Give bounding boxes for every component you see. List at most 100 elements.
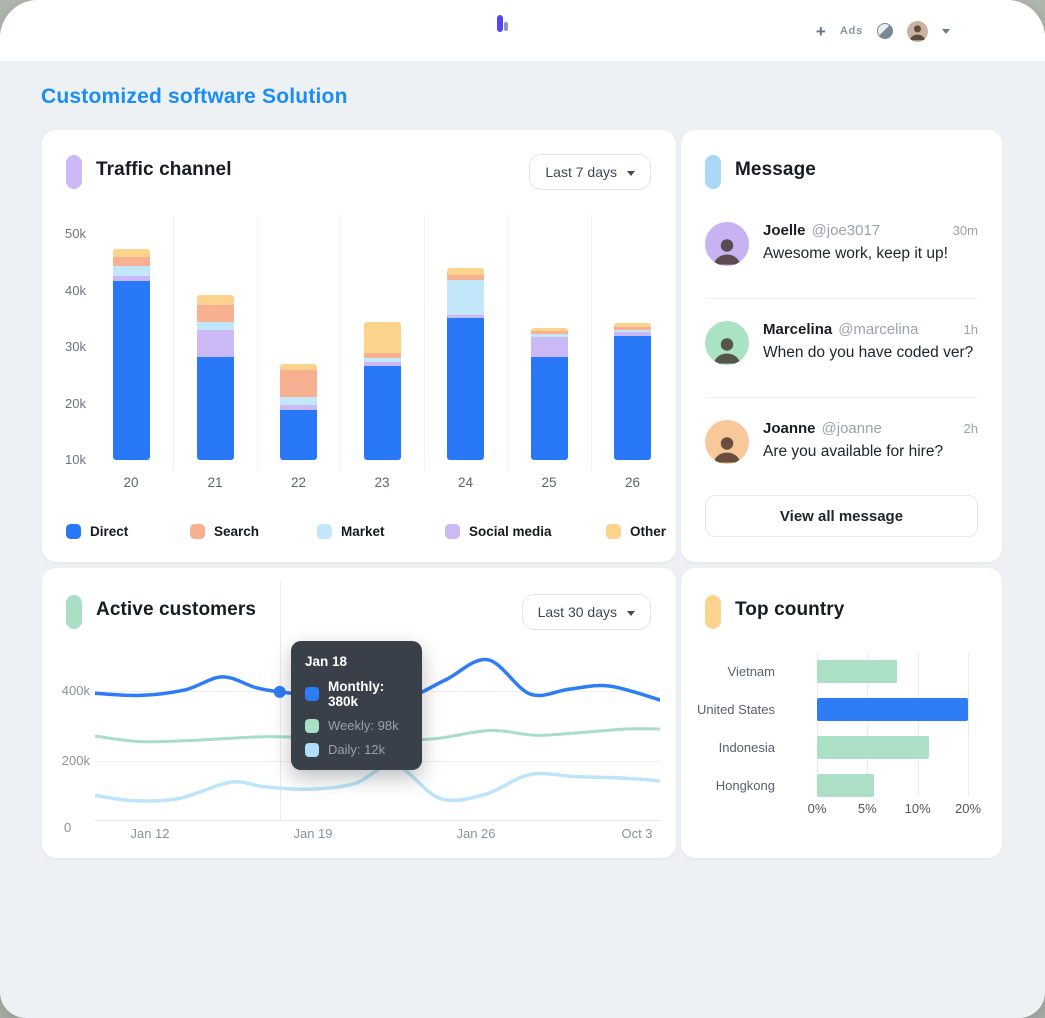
legend-item-other[interactable]: Other (606, 524, 666, 539)
logo-bar-icon (497, 15, 503, 32)
message-body: Joanne @joanne 2h Are you available for hir… (763, 420, 978, 461)
segment-other (112, 248, 150, 257)
legend-label: Other (630, 524, 667, 539)
traffic-card-title: Traffic channel (96, 159, 232, 180)
country-accent-pill (705, 595, 721, 629)
line-daily (95, 762, 660, 803)
segment-social-media (530, 337, 568, 357)
traffic-bar-21 (196, 295, 234, 460)
segment-market (112, 265, 150, 276)
segment-other (614, 323, 651, 327)
active-accent-pill (66, 595, 82, 629)
traffic-bar-26 (614, 323, 651, 460)
traffic-range-dropdown[interactable]: Last 7 days (529, 154, 651, 190)
segment-market (614, 329, 651, 333)
country-label-united-states: United States (696, 702, 775, 717)
traffic-plot (95, 215, 660, 471)
contrast-icon[interactable] (877, 23, 893, 39)
country-gridline (968, 653, 969, 796)
view-all-messages-button[interactable]: View all message (705, 495, 978, 537)
tooltip-value: Daily: 12k (328, 742, 386, 757)
tooltip-swatch (305, 718, 319, 733)
segment-market (196, 321, 234, 331)
traffic-bar-24 (447, 268, 484, 460)
tooltip-value: Monthly: 380k (328, 679, 385, 709)
traffic-x-label: 22 (290, 475, 307, 490)
brand-logo[interactable] (497, 15, 508, 32)
segment-search (363, 353, 401, 358)
message-sender-handle: @joe3017 (811, 222, 881, 239)
message-timestamp: 1h (963, 322, 978, 337)
message-row-marcelina[interactable]: Marcelina @marcelina 1h When do you have co… (705, 321, 978, 383)
segment-search (280, 370, 317, 398)
tooltip-swatch (305, 687, 319, 701)
message-row-joelle[interactable]: Joelle @joe3017 30m Awesome work, keep it u… (705, 222, 978, 284)
active-range-dropdown[interactable]: Last 30 days (521, 594, 651, 630)
legend-label: Direct (90, 524, 129, 539)
country-bar-vietnam (817, 660, 898, 683)
message-divider (705, 298, 978, 299)
legend-item-search[interactable]: Search (190, 524, 259, 539)
message-timestamp: 30m (952, 223, 978, 238)
segment-search (447, 275, 484, 280)
legend-swatch (190, 524, 205, 539)
plus-icon[interactable]: + (815, 21, 826, 41)
country-gridline (867, 653, 869, 796)
segment-other (280, 363, 317, 371)
ads-label[interactable]: Ads (839, 25, 863, 37)
traffic-channel-card: Traffic channel Last 7 days 50k 40k 30k 20k… (42, 130, 676, 562)
segment-search (196, 305, 234, 322)
traffic-bar-20 (112, 248, 150, 460)
person-icon (909, 24, 926, 40)
segment-direct (530, 356, 568, 460)
traffic-range-label: Last 7 days (545, 164, 617, 180)
legend-item-social-media[interactable]: Social media (445, 524, 552, 539)
traffic-x-label: 25 (541, 475, 557, 490)
user-avatar[interactable] (907, 20, 928, 42)
message-sender-name: Joanne (763, 420, 816, 437)
message-body: Marcelina @marcelina 1h When do you have co… (763, 321, 978, 362)
tooltip-row: Monthly: 380k (305, 679, 408, 709)
message-header-line: Joanne @joanne 2h (763, 420, 978, 437)
legend-swatch (606, 524, 621, 539)
segment-social-media (196, 330, 234, 357)
message-sender-name: Joelle (763, 222, 806, 239)
segment-direct (447, 318, 484, 460)
traffic-y-axis: 50k 40k 30k 20k 10k (42, 225, 86, 467)
x-axis-line (95, 820, 660, 821)
segment-social-media (280, 404, 317, 411)
legend-swatch (66, 524, 81, 539)
legend-label: Social media (469, 524, 552, 539)
segment-social-media (447, 314, 484, 319)
traffic-y-label: 20k (65, 395, 86, 411)
message-row-joanne[interactable]: Joanne @joanne 2h Are you available for hir… (705, 420, 978, 482)
segment-search (530, 330, 568, 335)
segment-social-media (614, 332, 651, 336)
traffic-bar-23 (363, 322, 401, 460)
message-accent-pill (705, 155, 721, 189)
chart-tooltip: Jan 18 Monthly: 380k Weekly: 98k Daily: 12… (291, 641, 422, 770)
message-text: When do you have coded ver? (763, 344, 974, 361)
tooltip-value: Weekly: 98k (328, 718, 399, 733)
header-actions: + Ads (816, 0, 950, 62)
segment-direct (196, 356, 234, 460)
tooltip-date: Jan 18 (305, 654, 348, 669)
country-label-hongkong: Hongkong (715, 778, 775, 793)
traffic-gridline (423, 215, 425, 471)
traffic-accent-pill (66, 155, 82, 189)
country-bar-hongkong (817, 774, 874, 797)
country-label-vietnam: Vietnam (727, 664, 775, 679)
chevron-down-icon[interactable] (942, 28, 950, 34)
traffic-gridline (173, 215, 174, 471)
legend-swatch (445, 524, 460, 539)
legend-item-direct[interactable]: Direct (66, 524, 128, 539)
legend-item-market[interactable]: Market (317, 524, 385, 539)
segment-other (363, 322, 401, 354)
tooltip-row: Weekly: 98k (305, 718, 408, 733)
top-navigation-bar: + Ads (0, 0, 1045, 62)
country-gridline (817, 653, 818, 796)
avatar (705, 222, 749, 266)
message-header-line: Marcelina @marcelina 1h (763, 321, 978, 338)
